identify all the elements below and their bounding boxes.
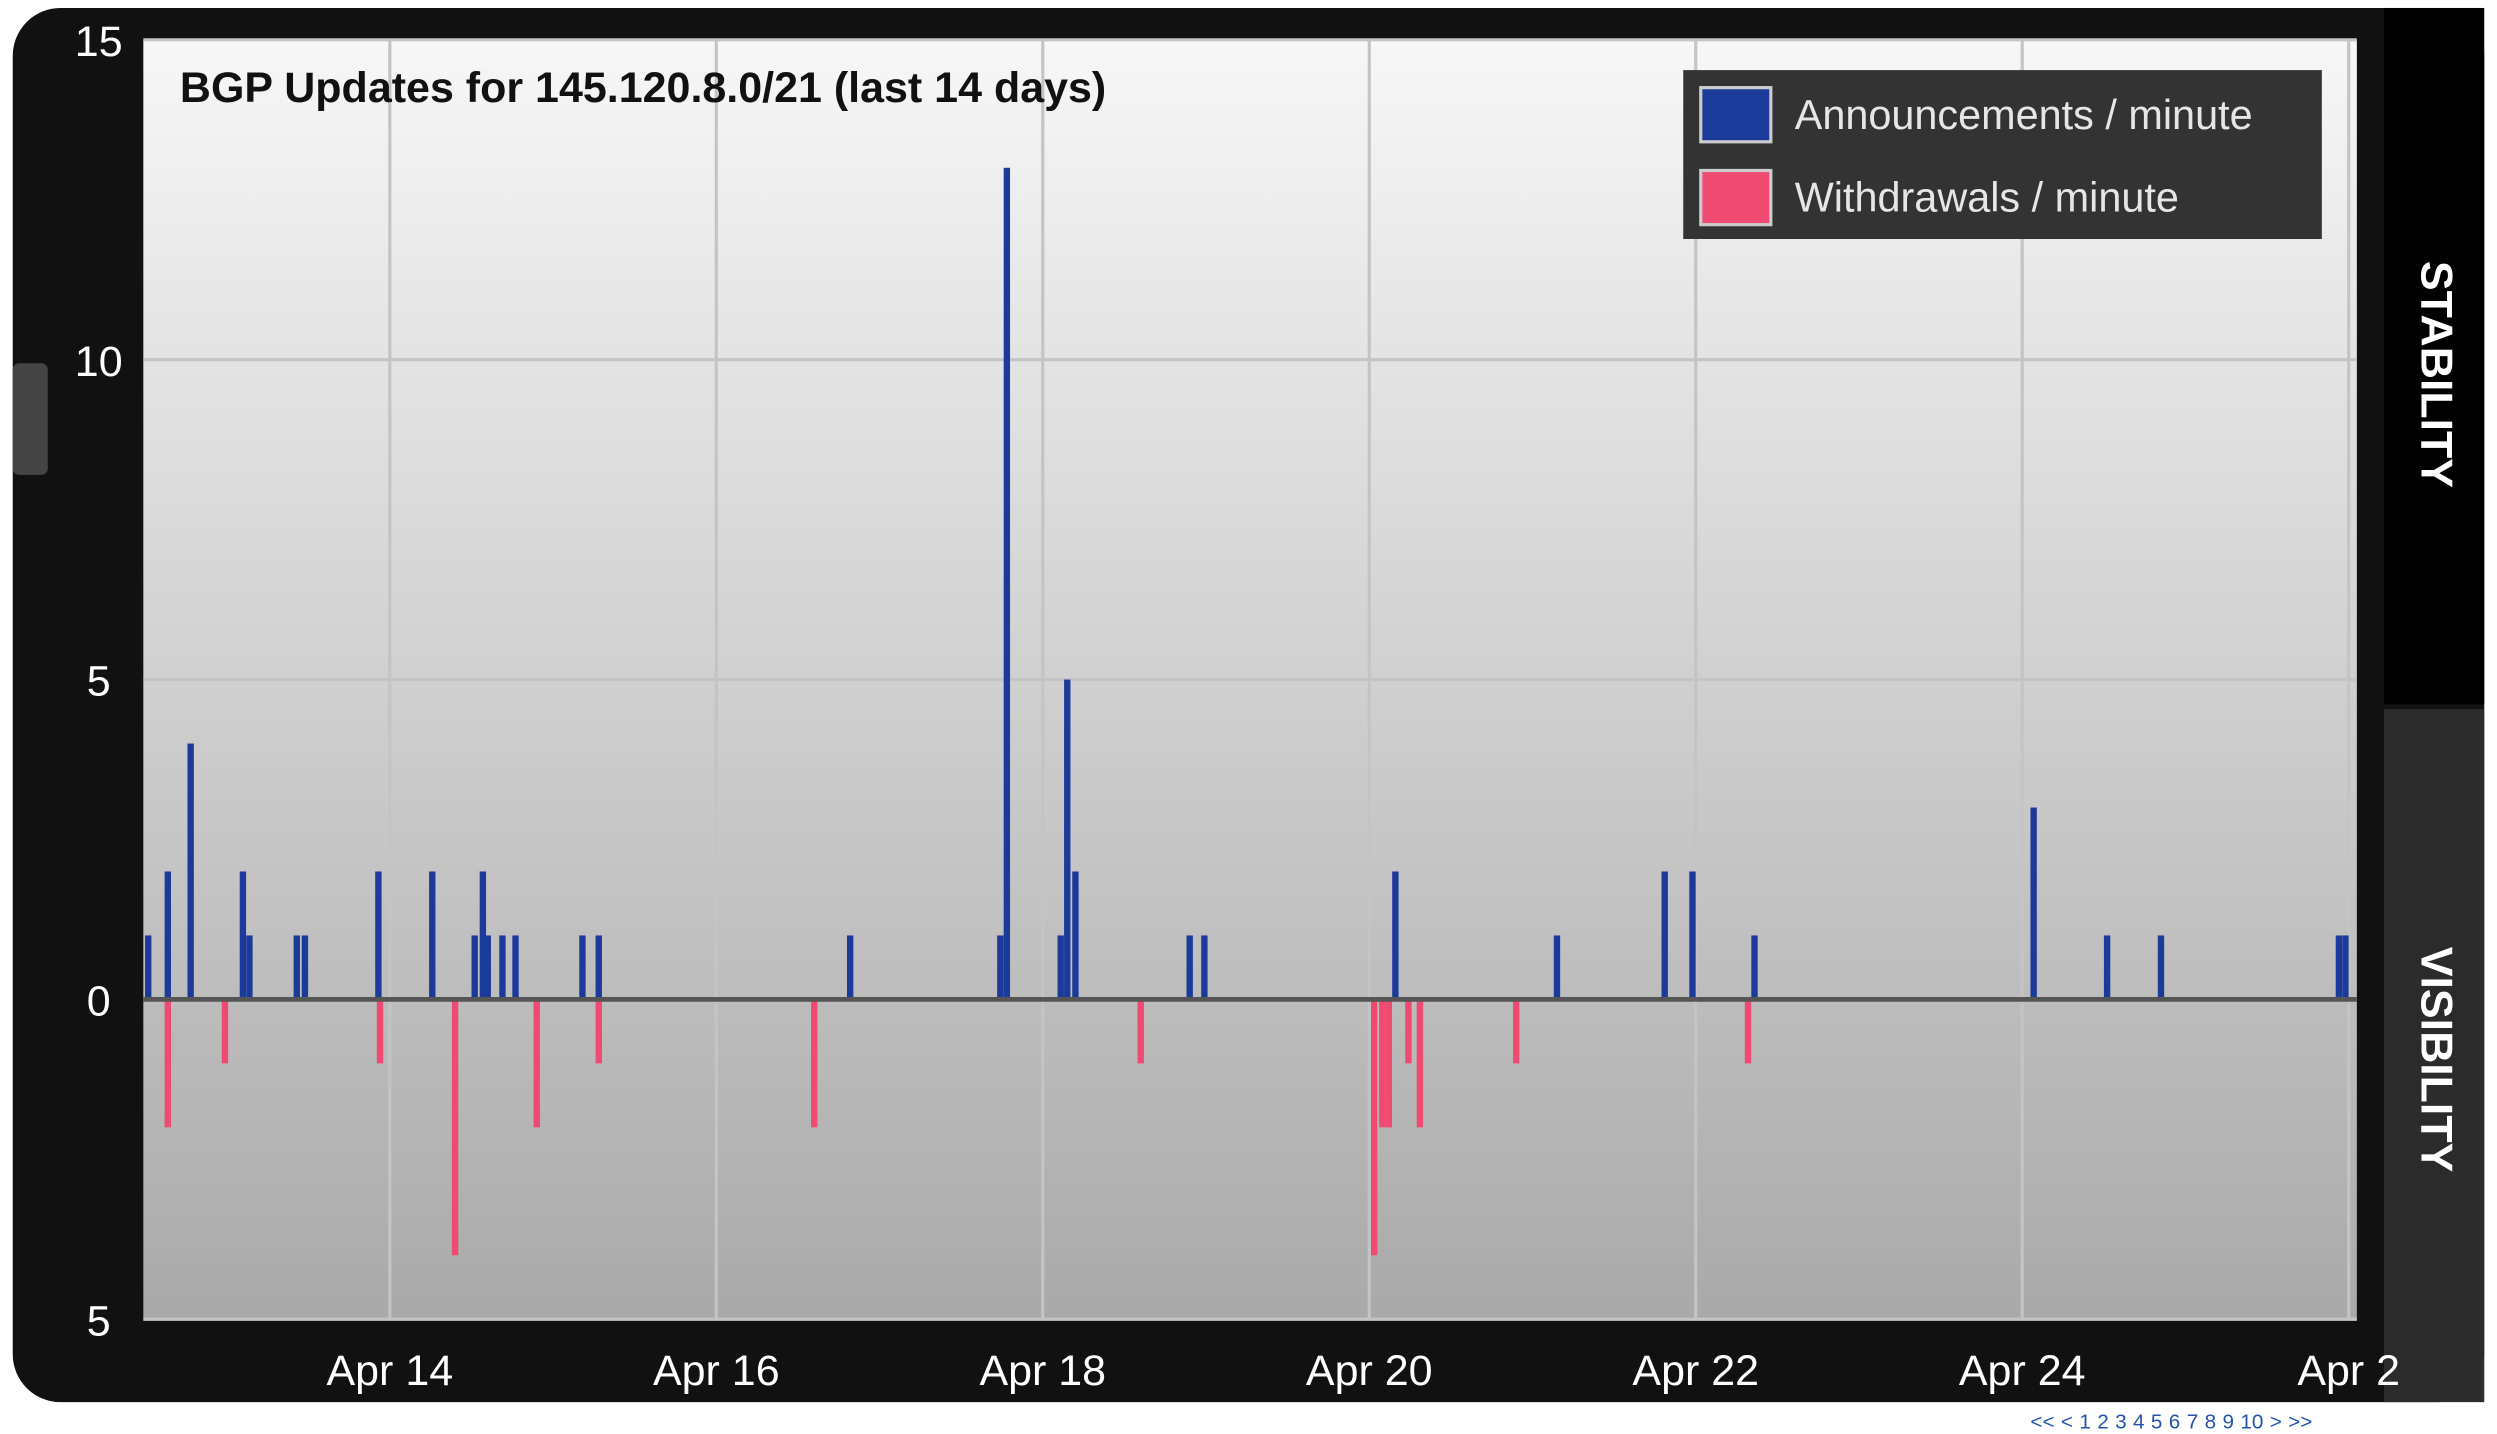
y-tick-label: 15 — [75, 18, 123, 66]
bar — [1057, 935, 1064, 1000]
bar — [1689, 871, 1696, 1000]
bar — [1553, 935, 1561, 1000]
bar — [1385, 999, 1393, 1128]
bar — [479, 871, 487, 1000]
page-link[interactable]: 10 — [2240, 1410, 2263, 1433]
y-tick-label: 5 — [87, 1297, 111, 1345]
x-tick-label: Apr 24 — [1959, 1347, 2086, 1395]
x-tick-label: Apr 2 — [2297, 1347, 2400, 1395]
legend-swatch — [1699, 86, 1773, 144]
x-tick-label: Apr 14 — [326, 1347, 453, 1395]
page-link[interactable]: 5 — [2151, 1410, 2163, 1433]
bar — [145, 935, 152, 1000]
bar — [2342, 935, 2349, 1000]
bar — [1003, 167, 1011, 1000]
bar — [1405, 999, 1412, 1064]
y-tick-label: 5 — [87, 658, 111, 706]
page-link[interactable]: 6 — [2169, 1410, 2181, 1433]
bar — [239, 871, 247, 1000]
bar — [293, 935, 300, 1000]
bar — [1744, 999, 1752, 1064]
bar — [451, 999, 459, 1256]
page-link[interactable]: > — [2270, 1410, 2282, 1433]
y-tick-label: 0 — [87, 978, 111, 1026]
x-tick-label: Apr 16 — [653, 1347, 780, 1395]
bar — [246, 935, 253, 1000]
bar — [429, 871, 436, 1000]
bar — [846, 935, 854, 1000]
bar — [512, 935, 519, 1000]
legend-label: Announcements / minute — [1795, 92, 2253, 138]
bar — [1137, 999, 1144, 1064]
page-link[interactable]: 1 — [2079, 1410, 2091, 1433]
bar — [1751, 935, 1758, 1000]
page-link[interactable]: 8 — [2205, 1410, 2217, 1433]
bar — [1201, 935, 1208, 1000]
bar — [1416, 999, 1424, 1128]
bar — [376, 999, 384, 1064]
x-tick-label: Apr 20 — [1306, 1347, 1433, 1395]
bar — [1661, 871, 1668, 1000]
bar — [484, 935, 491, 1000]
page-link[interactable]: 3 — [2115, 1410, 2127, 1433]
bar — [301, 935, 309, 1000]
tab[interactable]: VISIBILITY — [2412, 947, 2461, 1173]
bar — [164, 871, 171, 1000]
bar — [595, 935, 602, 1000]
page-link[interactable]: 9 — [2222, 1410, 2234, 1433]
tab[interactable]: STABILITY — [2412, 261, 2461, 488]
tab-background — [2383, 709, 2485, 1403]
bar — [811, 999, 818, 1128]
legend-swatch — [1699, 168, 1773, 227]
bar — [2030, 807, 2037, 1000]
bar — [375, 871, 382, 1000]
side-handle — [12, 363, 48, 475]
bar — [2103, 935, 2111, 1000]
bar — [164, 999, 171, 1128]
tab-background — [2383, 7, 2485, 705]
bar — [187, 743, 194, 1000]
y-tick-label: 10 — [75, 338, 123, 386]
bar — [1392, 871, 1399, 1000]
bar — [1186, 935, 1193, 1000]
bar — [595, 999, 602, 1064]
bar — [997, 935, 1004, 1000]
page-link[interactable]: 2 — [2097, 1410, 2109, 1433]
chart-title: BGP Updates for 145.120.8.0/21 (last 14 … — [180, 64, 1106, 112]
pagination: << <1 2 3 4 5 6 7 8 9 10 > >> — [2030, 1410, 2312, 1433]
bar — [2157, 935, 2165, 1000]
bar — [471, 935, 478, 1000]
page-link[interactable]: < — [2061, 1410, 2073, 1433]
bar — [1512, 999, 1520, 1064]
page-link[interactable]: >> — [2288, 1410, 2312, 1433]
bar — [1379, 999, 1386, 1128]
bar — [579, 935, 586, 1000]
bar — [221, 999, 229, 1064]
bars — [145, 167, 2349, 1256]
bar — [499, 935, 506, 1000]
legend: Announcements / minute Withdrawals / minu… — [1683, 70, 2322, 240]
bar — [1072, 871, 1079, 1000]
bar — [533, 999, 540, 1128]
legend-label: Withdrawals / minute — [1795, 175, 2179, 221]
bar — [1370, 999, 1378, 1256]
x-tick-label: Apr 22 — [1632, 1347, 1759, 1395]
bar — [1064, 679, 1071, 1000]
page-link[interactable]: 4 — [2133, 1410, 2145, 1433]
x-tick-label: Apr 18 — [979, 1347, 1106, 1395]
page-link[interactable]: << — [2030, 1410, 2054, 1433]
bar — [2335, 935, 2343, 1000]
page-link[interactable]: 7 — [2187, 1410, 2199, 1433]
legend-box — [1683, 70, 2322, 240]
